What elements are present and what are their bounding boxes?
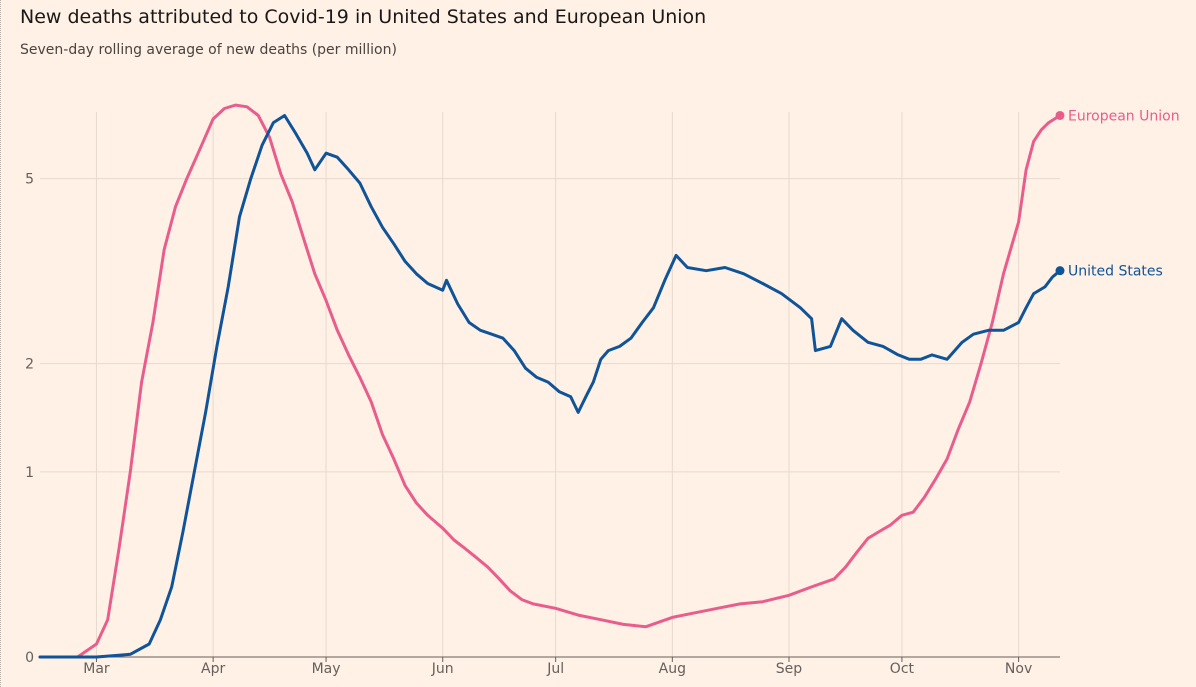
series-end-dot-united-states xyxy=(1055,266,1065,276)
x-tick-label: Sep xyxy=(776,661,803,677)
series-line-european-union xyxy=(38,103,1062,659)
series-label-united-states: United States xyxy=(1068,264,1163,280)
x-tick-label: Apr xyxy=(201,661,225,677)
y-tick-label: 2 xyxy=(25,357,34,373)
series-end-dot-european-union xyxy=(1055,110,1065,120)
x-axis-ticks: Mar Apr May Jun Jul Aug Sep Oct Nov xyxy=(40,656,1060,677)
series-line-united-states xyxy=(38,114,1062,659)
x-tick-label: Nov xyxy=(1005,661,1032,677)
x-tick-label: Oct xyxy=(890,661,915,677)
x-tick-label: Jul xyxy=(546,661,564,677)
x-tick-label: Mar xyxy=(83,661,110,677)
y-tick-label: 0 xyxy=(25,650,34,666)
y-axis-ticks: 0 1 2 5 xyxy=(25,172,34,666)
x-tick-label: Aug xyxy=(659,661,686,677)
chart-title: New deaths attributed to Covid-19 in Uni… xyxy=(20,6,707,28)
y-tick-label: 1 xyxy=(25,465,34,481)
chart-grid xyxy=(40,112,1060,657)
page-left-border xyxy=(0,0,1,687)
x-tick-label: Jun xyxy=(431,661,454,677)
y-tick-label: 5 xyxy=(25,172,34,188)
x-tick-label: May xyxy=(312,661,341,677)
chart-series-lines xyxy=(38,103,1065,659)
chart-subtitle: Seven-day rolling average of new deaths … xyxy=(20,42,397,58)
chart-series-labels: European Union United States xyxy=(1068,108,1180,279)
series-label-european-union: European Union xyxy=(1068,108,1180,124)
